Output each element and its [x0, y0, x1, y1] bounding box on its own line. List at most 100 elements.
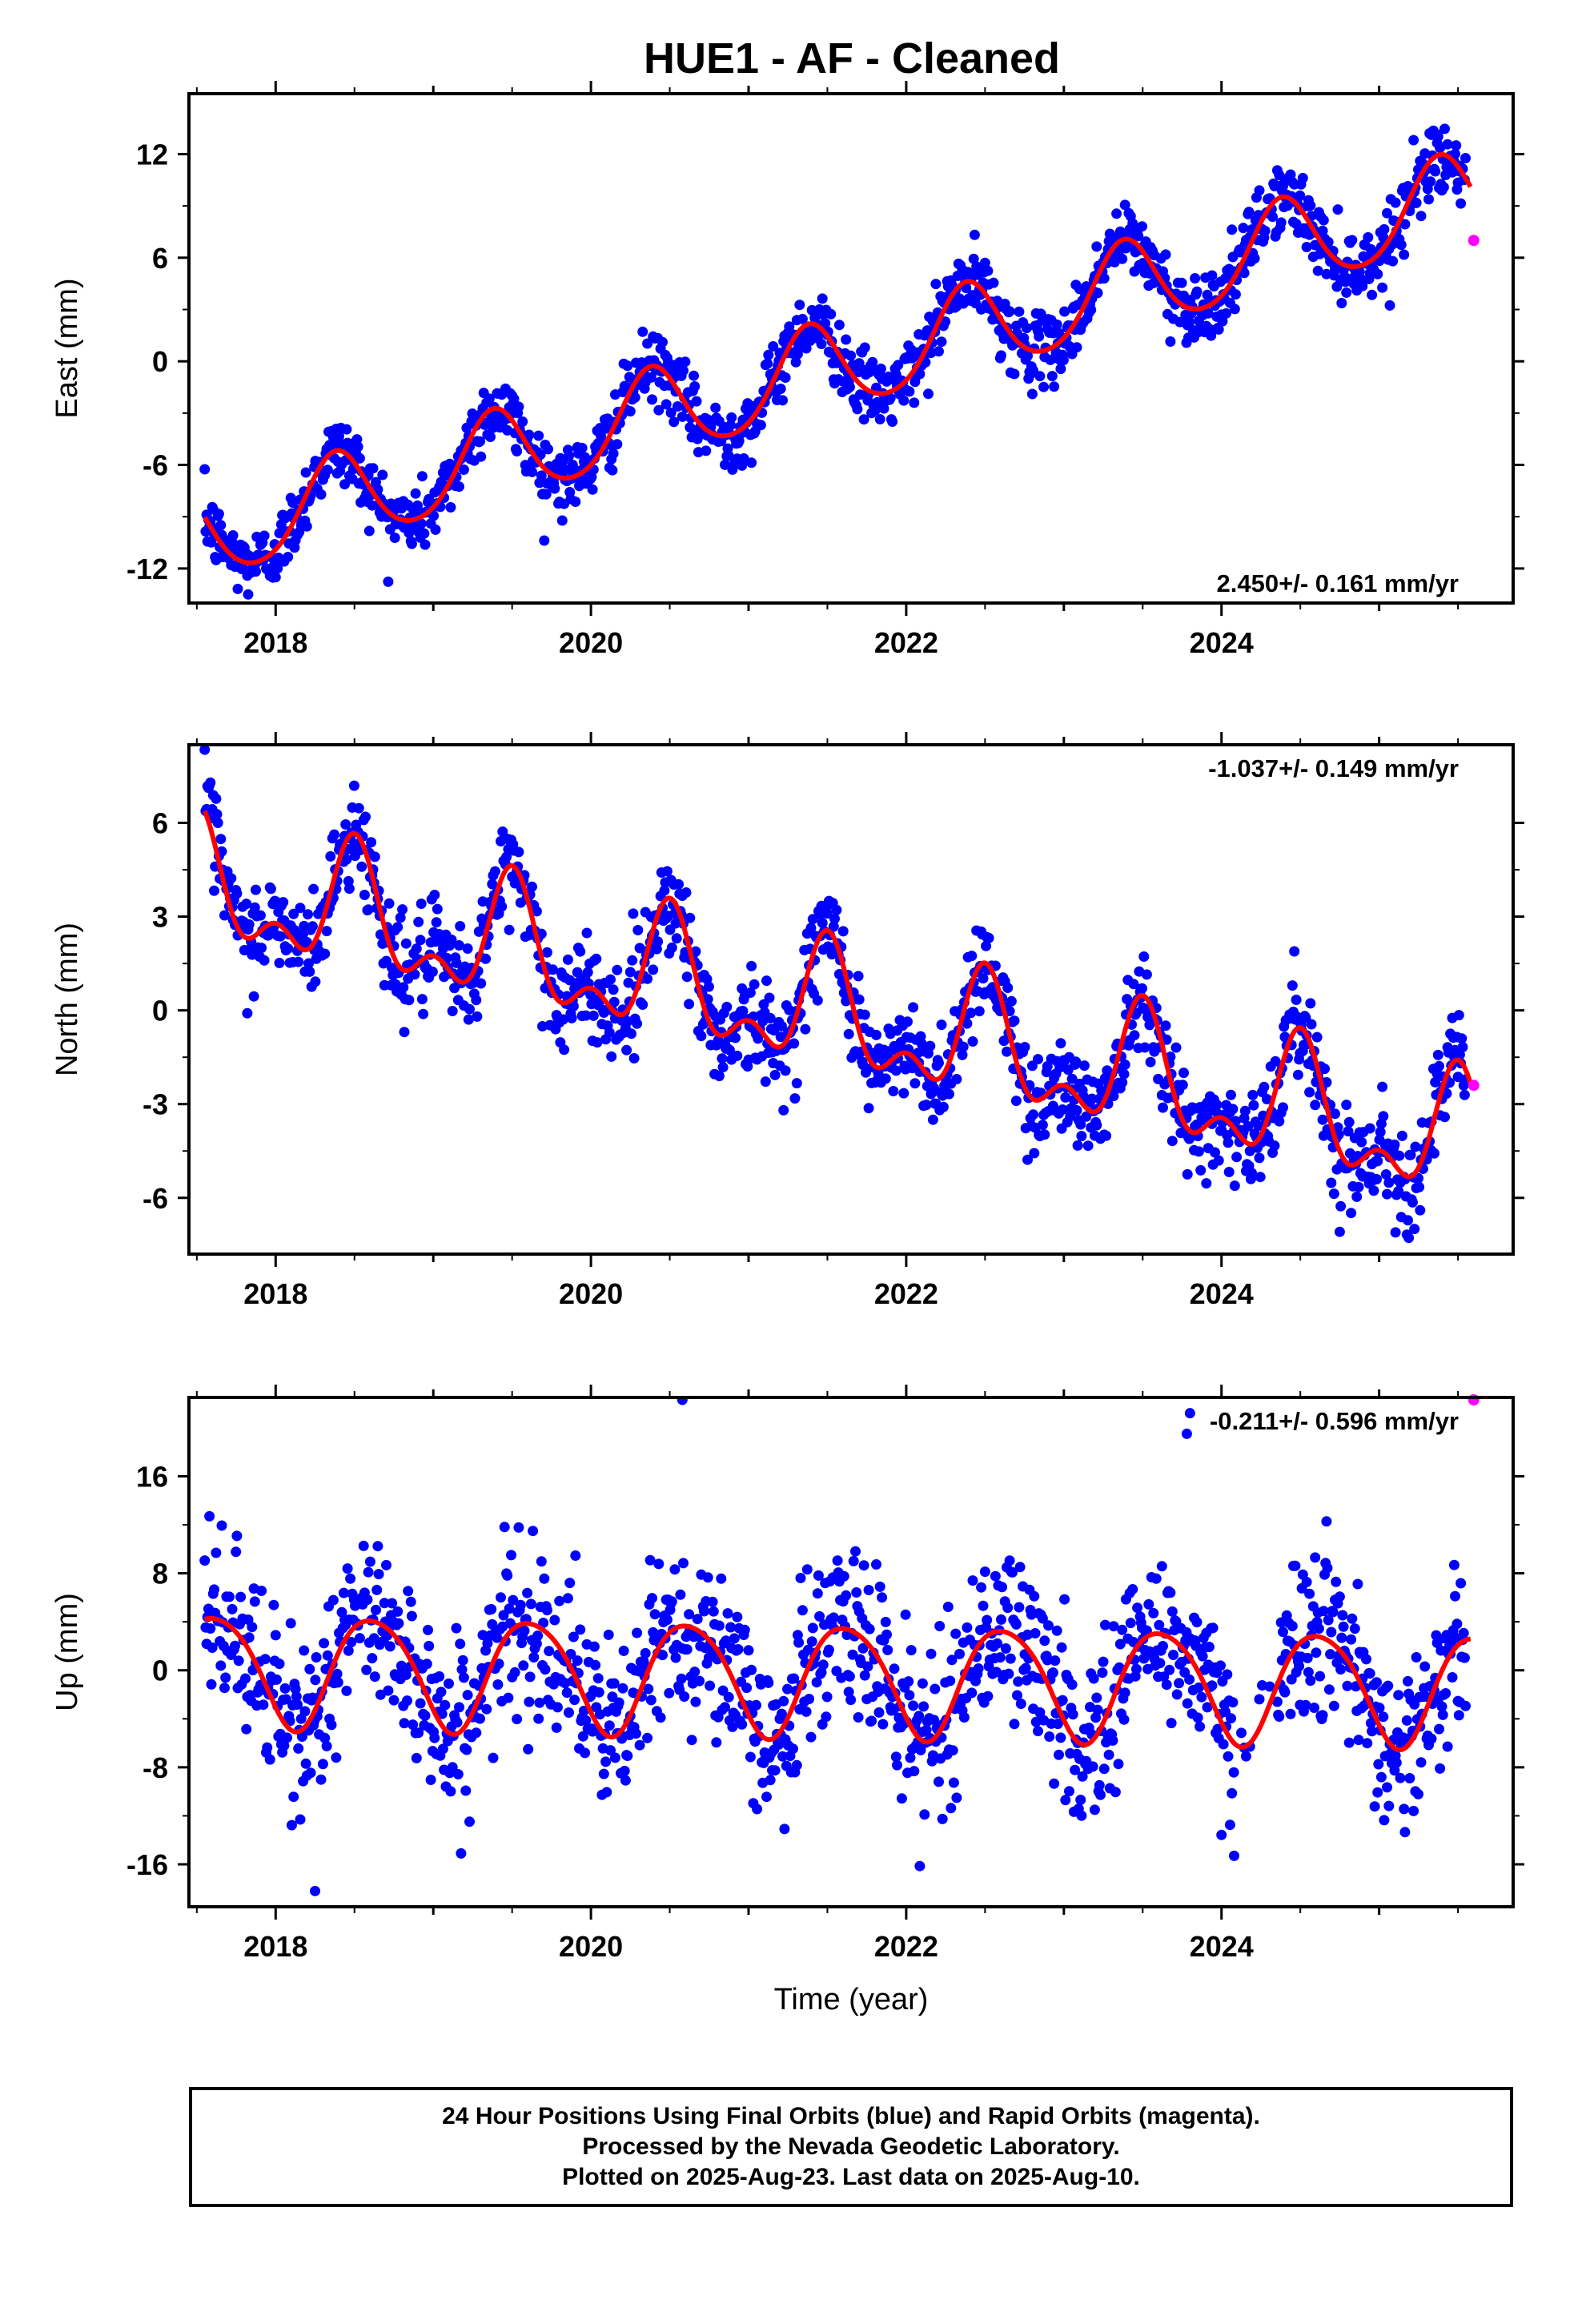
final-orbit-point: [432, 903, 443, 915]
final-orbit-point: [908, 1002, 919, 1013]
final-orbit-point: [904, 386, 915, 397]
final-orbit-point: [531, 906, 542, 917]
final-orbit-point: [905, 1645, 917, 1656]
final-orbit-point: [1143, 1598, 1154, 1610]
final-orbit-point: [1267, 211, 1278, 223]
final-orbit-point: [457, 1655, 468, 1666]
x-tick-label: 2022: [874, 1930, 938, 1963]
final-orbit-point: [282, 1732, 292, 1743]
final-orbit-point: [544, 1646, 555, 1657]
final-orbit-point: [321, 926, 332, 937]
final-orbit-point: [1128, 979, 1139, 990]
final-orbit-point: [1442, 1741, 1453, 1752]
final-orbit-point: [1415, 1757, 1427, 1768]
final-orbit-point: [199, 745, 211, 755]
final-orbit-point: [797, 313, 808, 324]
final-orbit-point: [204, 1510, 215, 1522]
final-orbit-point: [413, 1727, 424, 1739]
final-orbit-point: [946, 1803, 957, 1814]
final-orbit-point: [1403, 1215, 1413, 1226]
final-orbit-point: [717, 1053, 728, 1064]
final-orbit-point: [420, 539, 431, 550]
final-orbit-point: [874, 414, 885, 424]
final-orbit-point: [689, 381, 701, 392]
final-orbit-point: [219, 910, 230, 921]
final-orbit-point: [1022, 1154, 1033, 1165]
final-orbit-point: [978, 973, 989, 984]
final-orbit-point: [295, 1814, 306, 1825]
y-tick-label: -16: [126, 1848, 168, 1881]
final-orbit-point: [249, 1596, 260, 1607]
final-orbit-point: [1372, 1787, 1383, 1798]
final-orbit-point: [227, 1603, 238, 1614]
final-orbit-point: [384, 1641, 396, 1652]
final-orbit-point: [580, 1010, 592, 1021]
final-orbit-point: [554, 1595, 565, 1606]
final-orbit-point: [455, 1638, 466, 1650]
final-orbit-point: [1240, 1751, 1251, 1762]
final-orbit-point: [549, 483, 560, 494]
final-orbit-point: [1318, 1606, 1329, 1617]
final-orbit-point: [1089, 1804, 1100, 1815]
final-orbit-point: [363, 904, 374, 915]
final-orbit-point: [1117, 1077, 1128, 1088]
final-orbit-point: [381, 955, 391, 967]
final-orbit-point: [513, 401, 524, 412]
final-orbit-point: [1098, 1763, 1110, 1775]
final-orbit-point: [1403, 1232, 1415, 1244]
final-orbit-point: [369, 1671, 380, 1683]
final-orbit-point: [997, 1582, 1008, 1593]
final-orbit-point: [967, 290, 978, 301]
y-tick-label: 0: [152, 1655, 168, 1687]
final-orbit-point: [739, 1624, 750, 1635]
final-orbit-point: [212, 818, 223, 828]
final-orbit-point: [896, 1793, 907, 1804]
final-orbit-point: [352, 441, 363, 452]
final-orbit-point: [1215, 1660, 1226, 1671]
final-orbit-point: [812, 1588, 823, 1599]
final-orbit-point: [863, 1103, 874, 1114]
final-orbit-point: [1377, 282, 1388, 293]
final-orbit-point: [371, 1604, 381, 1615]
final-orbit-point: [1278, 1102, 1288, 1113]
final-orbit-point: [486, 1604, 497, 1614]
final-orbit-point: [844, 1671, 855, 1682]
final-orbit-point: [1413, 1788, 1423, 1799]
final-orbit-point: [1399, 219, 1411, 230]
final-orbit-point: [751, 1699, 761, 1711]
final-orbit-point: [722, 1608, 733, 1619]
final-orbit-point: [1154, 1658, 1166, 1669]
final-orbit-point: [746, 960, 757, 971]
final-orbit-point: [1429, 1148, 1439, 1159]
final-orbit-point: [1291, 995, 1302, 1005]
final-orbit-point: [909, 397, 920, 408]
final-orbit-point: [580, 452, 591, 463]
east-plot-frame: [187, 92, 1515, 605]
final-orbit-point: [761, 975, 772, 987]
final-orbit-point: [1051, 319, 1062, 330]
final-orbit-point: [434, 1671, 445, 1682]
final-orbit-point: [979, 257, 990, 268]
final-orbit-point: [1033, 1726, 1043, 1737]
final-orbit-point: [837, 926, 849, 937]
final-orbit-point: [300, 467, 311, 478]
final-orbit-point: [607, 464, 618, 476]
final-orbit-point: [804, 1694, 815, 1704]
final-orbit-point: [1365, 1718, 1376, 1729]
final-orbit-point: [982, 1691, 994, 1702]
final-orbit-point: [880, 1616, 891, 1627]
final-orbit-point: [522, 1587, 533, 1598]
final-orbit-point: [685, 912, 696, 923]
final-orbit-point: [206, 537, 217, 548]
final-orbit-point: [882, 1644, 893, 1655]
final-orbit-point: [925, 1040, 936, 1051]
final-orbit-point: [859, 1009, 870, 1020]
final-orbit-point: [300, 1758, 311, 1769]
final-orbit-point: [315, 1774, 327, 1785]
final-orbit-point: [270, 1630, 281, 1641]
final-orbit-point: [1009, 368, 1020, 380]
final-orbit-point: [1203, 1642, 1215, 1652]
final-orbit-point: [1414, 1181, 1425, 1192]
final-orbit-point: [1458, 1627, 1469, 1638]
final-orbit-point: [475, 1713, 485, 1724]
